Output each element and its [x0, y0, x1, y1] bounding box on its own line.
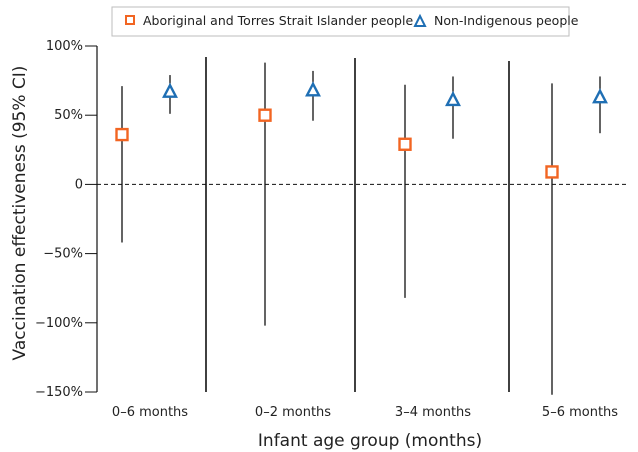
- legend-box: [111, 6, 570, 37]
- data-point-square: [398, 137, 412, 151]
- y-tick-label: −150%: [35, 385, 83, 400]
- data-point-square: [115, 127, 129, 142]
- data-point-triangle: [592, 88, 608, 104]
- data-point-triangle: [162, 82, 178, 98]
- data-point-triangle: [445, 90, 461, 107]
- legend: Aboriginal and Torres Strait Islander pe…: [111, 6, 579, 37]
- y-tick-label: 0: [75, 177, 83, 192]
- legend-square-marker: [125, 15, 135, 25]
- x-category-label: 0–2 months: [255, 405, 331, 420]
- data-point-triangle: [305, 81, 321, 97]
- data-marks: [115, 62, 608, 395]
- y-tick-label: −50%: [43, 247, 83, 262]
- x-category-label: 0–6 months: [112, 405, 188, 420]
- y-tick-label: 100%: [46, 39, 83, 54]
- plot-area: 100% 50% 0 −50% −100% −150% 0–6 months 0–2 mont…: [35, 39, 627, 420]
- data-point-square: [258, 108, 272, 122]
- x-category-label: 5–6 months: [542, 405, 618, 420]
- data-point-square: [545, 165, 559, 179]
- x-category-label: 3–4 months: [395, 405, 471, 420]
- x-axis-title: Infant age group (months): [258, 431, 482, 451]
- legend-triangle-marker: [413, 13, 427, 27]
- legend-label-aboriginal: Aboriginal and Torres Strait Islander pe…: [143, 13, 413, 28]
- y-tick-label: 50%: [54, 108, 83, 123]
- y-tick-label: −100%: [35, 316, 83, 331]
- legend-label-non-indigenous: Non-Indigenous people: [434, 13, 579, 28]
- y-axis-title: Vaccination effectiveness (95% CI): [10, 66, 30, 361]
